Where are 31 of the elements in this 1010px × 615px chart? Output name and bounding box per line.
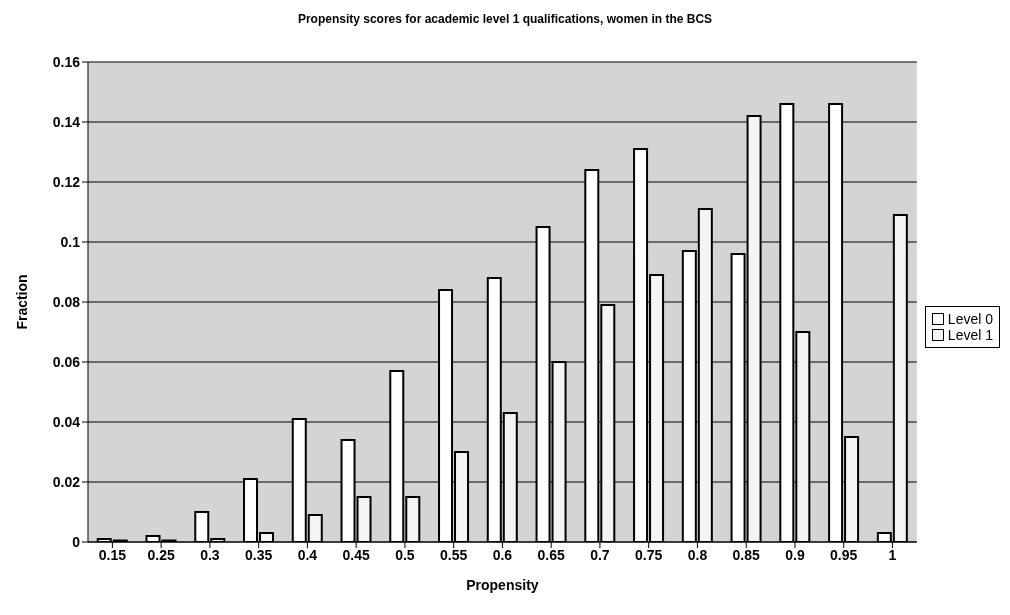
x-tick-label: 0.9 — [785, 546, 805, 563]
y-tick-label: 0.12 — [52, 173, 81, 190]
x-tick-label: 0.25 — [147, 546, 175, 563]
x-tick-label: 0.7 — [590, 546, 610, 563]
x-tick-label: 0.95 — [830, 546, 858, 563]
x-tick-label: 0.3 — [200, 546, 220, 563]
x-tick-label: 0.6 — [492, 546, 513, 563]
chart-title: Propensity scores for academic level 1 qualifications, women in the BCS — [296, 12, 714, 28]
legend-label: Level 1 — [947, 327, 993, 343]
y-tick-label: 0 — [72, 533, 81, 550]
x-axis-title: Propensity — [466, 577, 539, 593]
x-tick-label: 0.75 — [635, 546, 663, 563]
x-tick-label: 0.8 — [687, 546, 708, 563]
x-tick-label: 0.35 — [245, 546, 273, 563]
legend-label: Level 0 — [947, 311, 993, 327]
x-tick-label: 0.65 — [537, 546, 566, 563]
y-tick-label: 0.1 — [60, 233, 81, 250]
y-tick-label: 0.08 — [52, 293, 81, 310]
y-tick-label: 0.04 — [52, 413, 81, 430]
y-tick-label: 0.14 — [52, 113, 81, 130]
x-tick-label: 0.15 — [98, 546, 127, 563]
y-tick-label: 0.02 — [52, 473, 81, 490]
x-tick-label: 1 — [888, 546, 897, 563]
x-tick-label: 0.55 — [440, 546, 468, 563]
y-tick-label: 0.06 — [52, 353, 81, 370]
x-tick-label: 0.4 — [297, 546, 318, 563]
y-tick-label: 0.16 — [52, 53, 81, 70]
x-tick-label: 0.85 — [732, 546, 761, 563]
x-tick-label: 0.5 — [395, 546, 415, 563]
x-tick-label: 0.45 — [342, 546, 370, 563]
y-axis-title: Fraction — [13, 274, 30, 330]
